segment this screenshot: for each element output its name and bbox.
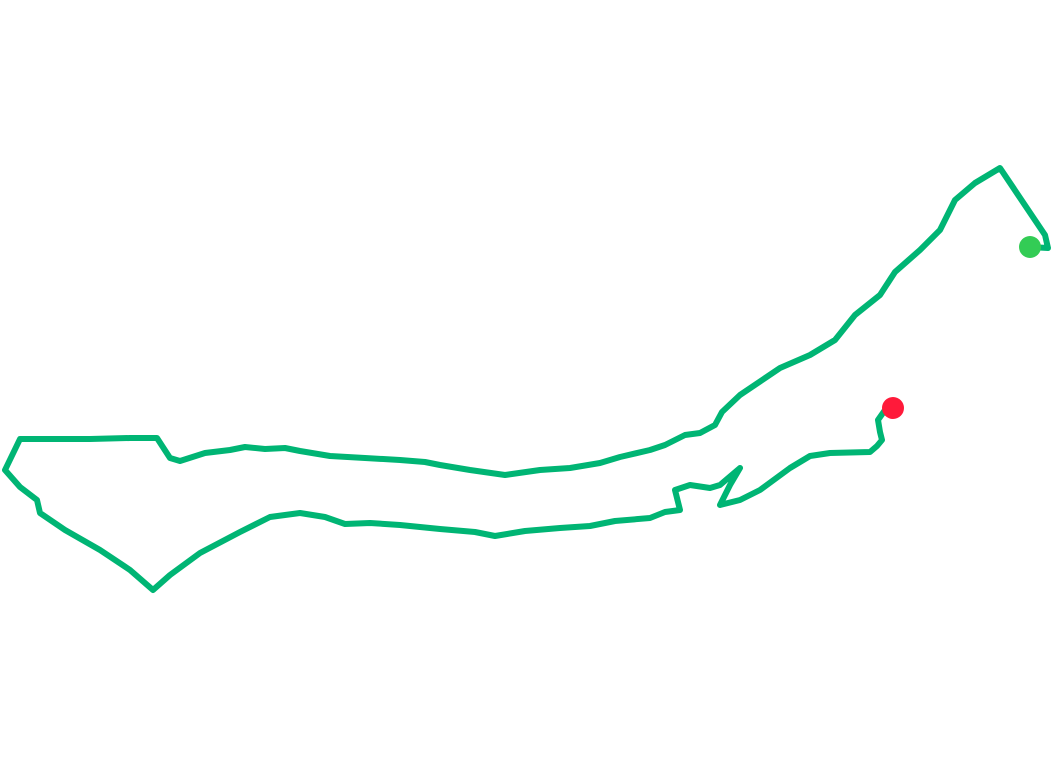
route-path (2, 165, 1051, 593)
end-marker[interactable] (882, 397, 904, 419)
start-marker[interactable] (1019, 236, 1041, 258)
